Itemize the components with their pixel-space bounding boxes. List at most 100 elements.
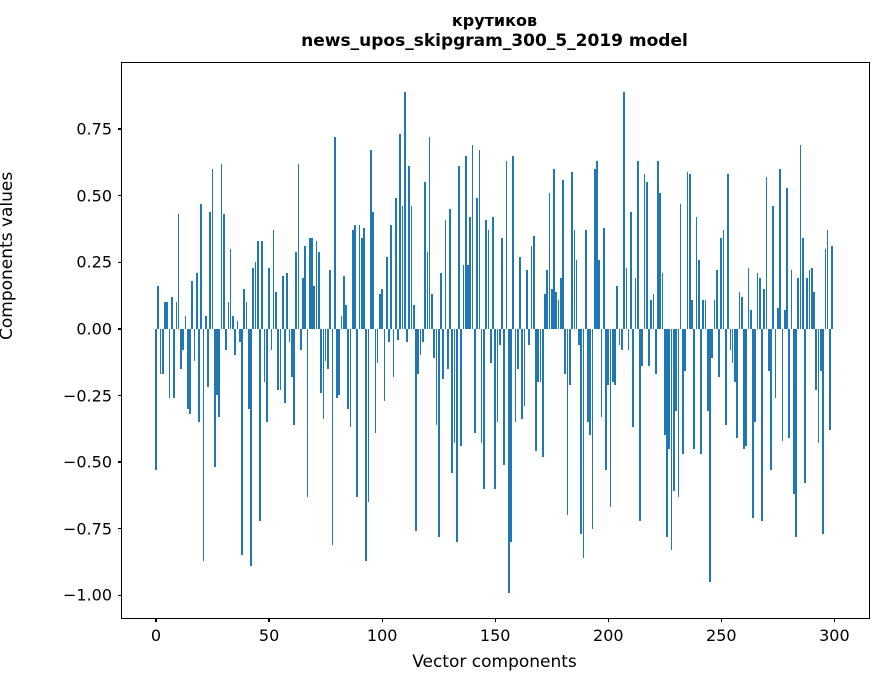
bar — [661, 273, 664, 329]
bar — [238, 328, 241, 343]
bar — [455, 328, 458, 543]
bar — [324, 328, 327, 361]
bar — [193, 328, 196, 361]
bar — [829, 328, 831, 431]
bar — [591, 328, 594, 529]
bar — [831, 246, 833, 329]
bar — [505, 161, 508, 329]
bar — [168, 328, 171, 399]
bar — [360, 238, 363, 329]
bar — [819, 328, 822, 372]
bar — [808, 270, 811, 329]
bar — [356, 328, 359, 497]
bar — [673, 328, 675, 492]
bar — [464, 155, 467, 329]
bar — [342, 275, 345, 329]
bar — [783, 310, 786, 329]
y-tick-label: 0.75 — [76, 119, 112, 139]
bar — [566, 328, 569, 516]
bar — [652, 294, 655, 329]
y-tick-mark — [118, 128, 122, 130]
bar — [437, 328, 440, 537]
bar — [186, 328, 189, 409]
bar — [467, 265, 469, 329]
bar — [182, 328, 185, 351]
bar — [641, 328, 644, 367]
bar — [474, 328, 476, 433]
bar — [544, 294, 546, 329]
x-tick-label: 100 — [366, 626, 398, 645]
bar — [713, 299, 716, 329]
bar — [385, 257, 388, 329]
bar — [767, 328, 770, 372]
bar — [659, 193, 662, 329]
y-tick-mark — [118, 528, 122, 530]
bar — [295, 251, 298, 329]
bar — [485, 219, 488, 329]
bar — [279, 328, 282, 391]
bar — [329, 270, 331, 329]
bar — [535, 328, 537, 452]
bar — [792, 328, 795, 495]
bar — [668, 328, 671, 449]
bar — [277, 328, 279, 391]
bar — [358, 225, 361, 329]
bar — [607, 328, 610, 385]
bar — [582, 328, 585, 558]
bar — [261, 241, 264, 329]
bar — [317, 251, 320, 329]
y-tick-label: −0.50 — [62, 452, 112, 472]
bar — [218, 328, 221, 417]
bar — [575, 259, 578, 329]
bar — [304, 246, 307, 329]
bar — [453, 328, 456, 444]
bar — [164, 302, 166, 329]
bar — [426, 251, 429, 329]
x-tick-label: 150 — [479, 626, 511, 645]
bar — [541, 328, 544, 457]
bar — [492, 217, 494, 329]
bar — [351, 230, 354, 329]
bar — [654, 328, 657, 375]
bar — [715, 270, 718, 329]
bar — [496, 328, 499, 423]
bar — [254, 262, 257, 329]
bar — [476, 198, 478, 329]
bar — [609, 328, 612, 508]
bar — [758, 278, 761, 329]
bar — [623, 91, 625, 329]
bar — [639, 328, 641, 521]
x-tick-mark — [607, 618, 609, 622]
bar — [417, 328, 420, 375]
bar — [806, 278, 809, 329]
bar — [605, 328, 607, 471]
bar — [797, 278, 800, 329]
x-tick-mark — [494, 618, 496, 622]
bar — [790, 270, 793, 329]
x-tick-mark — [155, 618, 157, 622]
x-tick-label: 50 — [258, 626, 280, 645]
bar — [225, 328, 227, 351]
bar — [433, 328, 436, 359]
x-tick-label: 300 — [819, 626, 850, 645]
bar — [546, 270, 549, 329]
bar — [191, 281, 194, 329]
bar — [754, 328, 757, 423]
bar — [200, 203, 203, 329]
bar — [440, 273, 442, 329]
bar — [596, 161, 598, 329]
bar — [227, 302, 230, 329]
bar — [336, 328, 338, 399]
bar — [532, 235, 535, 329]
bar — [306, 328, 309, 497]
bar — [702, 299, 705, 329]
bar — [562, 179, 564, 329]
bar — [553, 169, 555, 329]
bar — [202, 328, 205, 561]
bar — [243, 288, 246, 329]
bar — [275, 291, 277, 329]
bar — [630, 211, 632, 329]
bar — [363, 227, 365, 329]
y-tick-mark — [118, 461, 122, 463]
title-word: крутиков — [451, 11, 538, 30]
